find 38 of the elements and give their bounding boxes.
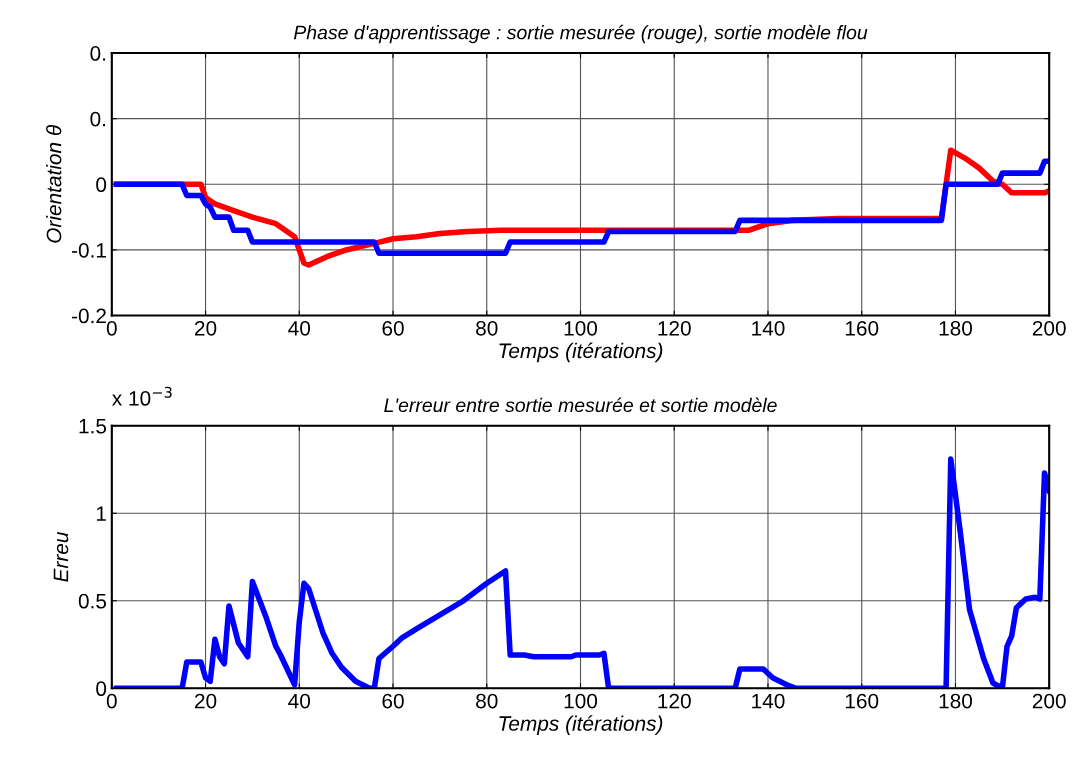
y-axis-title: Orientation θ	[46, 124, 62, 243]
x-axis-title: Temps (itérations)	[499, 342, 663, 363]
x-tick-label: 180	[939, 320, 973, 336]
y-tick-label: -0.1	[71, 242, 106, 258]
x-tick-label: 120	[658, 693, 691, 709]
y-tick-label: 1	[96, 506, 106, 521]
x-tick-label: 160	[845, 693, 879, 709]
x-tick-label: 200	[1032, 693, 1066, 709]
x-tick-label: 80	[476, 320, 498, 336]
x-tick-label: 80	[476, 693, 498, 709]
x-tick-label: 200	[1032, 320, 1066, 336]
x-tick-label: 60	[382, 320, 404, 336]
x-tick-label: 180	[939, 693, 973, 709]
y-tick-label: 0.	[90, 46, 106, 61]
x-tick-label: 140	[752, 693, 785, 709]
y-tick-label: 0	[96, 177, 107, 193]
text: x 10$^{−3}$	[112, 386, 172, 406]
x-tick-label: 100	[564, 693, 598, 709]
x-tick-label: 0	[106, 320, 117, 336]
y-tick-label: 0.5	[78, 593, 107, 609]
y-tick-label: 1.5	[79, 419, 107, 434]
x-tick-label: 60	[382, 693, 404, 709]
x-tick-label: 120	[658, 320, 691, 336]
y-axis-title: Erreu	[53, 531, 69, 582]
x-tick-label: 40	[288, 693, 311, 709]
x-tick-label: 0	[106, 693, 117, 709]
y-tick-label: 0	[96, 681, 107, 697]
y-tick-label: 0.	[90, 111, 106, 127]
chart-title: L'erreur entre sortie mesurée et sortie modèle	[384, 397, 777, 413]
x-tick-label: 20	[195, 320, 217, 336]
y-tick-label: -0.2	[71, 308, 106, 324]
x-tick-label: 100	[564, 320, 598, 336]
x-axis-title: Temps (itérations)	[499, 715, 663, 735]
chart-title: Phase d'apprentissage : sortie mesurée (rouge), sortie modèle flou	[293, 24, 868, 44]
x-tick-label: 40	[288, 320, 311, 336]
x-tick-label: 20	[195, 693, 217, 709]
x-tick-label: 160	[845, 320, 879, 336]
x-tick-label: 140	[752, 320, 785, 336]
